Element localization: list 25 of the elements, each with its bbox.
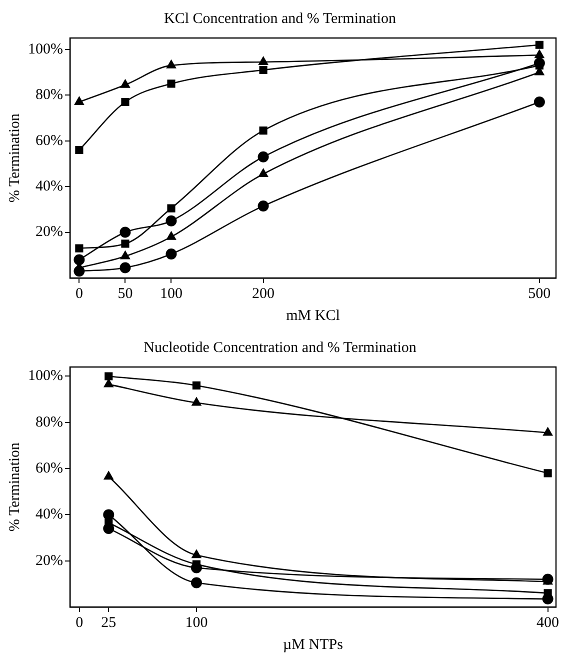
x-tick-label: 100	[160, 286, 182, 302]
y-tick-label: 40%	[35, 506, 63, 523]
x-tick-label: 0	[76, 614, 84, 631]
y-tick-label: 100%	[28, 41, 63, 58]
x-tick-label: 200	[252, 286, 275, 302]
y-tick-label: 20%	[35, 552, 63, 569]
y-tick-label: 100%	[28, 368, 63, 384]
x-axis-title: µM NTPs	[283, 636, 344, 653]
y-axis-title: % Termination	[6, 112, 23, 203]
y-tick-label: 80%	[35, 414, 63, 430]
x-tick-label: 25	[101, 614, 116, 631]
y-tick-label: 60%	[35, 132, 63, 149]
x-tick-label: 400	[536, 614, 560, 631]
x-tick-label: 500	[528, 286, 551, 302]
y-tick-label: 40%	[35, 178, 63, 195]
y-tick-label: 80%	[35, 87, 63, 104]
x-tick-label: 0	[75, 286, 83, 302]
x-tick-label: 50	[118, 286, 133, 302]
chart-title: Nucleotide Concentration and % Termination	[144, 340, 417, 356]
y-tick-label: 60%	[35, 460, 63, 476]
y-axis-title: % Termination	[6, 442, 23, 532]
x-axis-title: mM KCl	[286, 308, 340, 324]
chart-title: KCl Concentration and % Termination	[164, 10, 396, 27]
x-tick-label: 100	[185, 614, 208, 631]
y-tick-label: 20%	[35, 224, 63, 240]
